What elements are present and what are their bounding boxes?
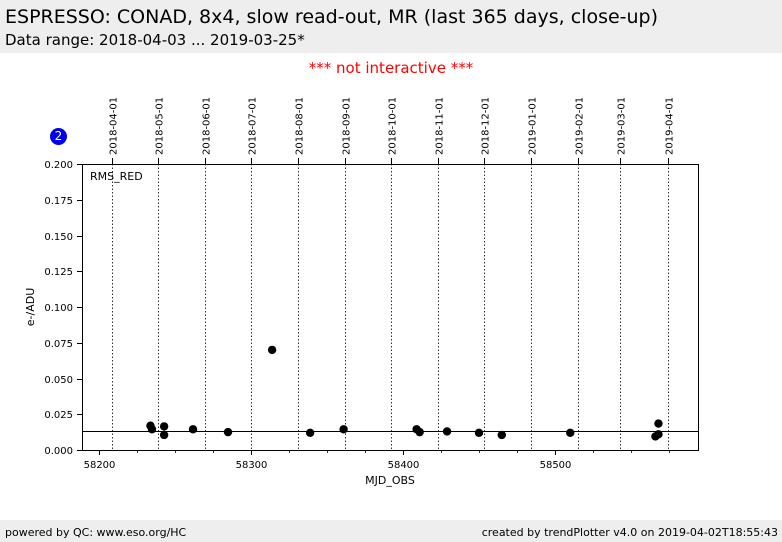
month-label: 2018-05-01 (155, 97, 166, 155)
y-tick-label: 0.125 (44, 267, 73, 278)
x-tick-label: 58400 (388, 460, 420, 471)
data-point (159, 422, 169, 431)
footer-credit: powered by QC: www.eso.org/HC (5, 526, 187, 539)
month-label: 2019-03-01 (617, 97, 628, 155)
month-label: 2019-01-01 (528, 97, 539, 155)
y-tick-label: 0.050 (44, 375, 73, 386)
data-points (146, 345, 663, 441)
month-label: 2018-06-01 (202, 97, 213, 155)
panel-label: RMS_RED (90, 170, 143, 183)
month-label: 2018-07-01 (248, 97, 259, 155)
data-point (415, 427, 424, 437)
month-label: 2018-09-01 (342, 97, 353, 155)
data-point (267, 345, 277, 355)
not-interactive-notice: *** not interactive *** (308, 59, 474, 77)
y-tick-label: 0.025 (44, 410, 73, 421)
data-point (159, 430, 169, 440)
y-tick-label: 0.000 (44, 446, 73, 457)
trend-chart: 2018-04-01 2018-05-01 2018-06-01 2018-07-01… (24, 97, 699, 487)
month-label: 2018-11-01 (435, 97, 446, 155)
data-point (223, 427, 233, 437)
plot-frame (82, 164, 699, 451)
x-tick-label: 58500 (540, 460, 572, 471)
y-tick-label: 0.200 (44, 160, 73, 171)
month-label: 2019-04-01 (665, 97, 676, 155)
month-label: 2018-08-01 (295, 97, 306, 155)
y-tick-label: 0.175 (44, 196, 73, 207)
month-label: 2019-02-01 (575, 97, 586, 155)
page-title: ESPRESSO: CONAD, 8x4, slow read-out, MR … (5, 6, 659, 28)
footer-bar: powered by QC: www.eso.org/HC created by… (0, 520, 782, 542)
month-label: 2018-10-01 (388, 97, 399, 155)
x-axis-title: MJD_OBS (365, 474, 415, 487)
month-label: 2018-12-01 (481, 97, 492, 155)
data-point (305, 428, 315, 438)
header-bar: ESPRESSO: CONAD, 8x4, slow read-out, MR … (0, 0, 782, 53)
axes: 58200 58300 58400 58500 0.000 0.025 0.050 0.075… (44, 160, 670, 471)
plot-number-badge: 2 (50, 128, 67, 145)
data-point (654, 419, 663, 428)
data-point (654, 430, 663, 439)
footer-generator: created by trendPlotter v4.0 on 2019-04-… (481, 526, 778, 539)
month-labels: 2018-04-01 2018-05-01 2018-06-01 2018-07-01… (109, 97, 676, 155)
y-tick-label: 0.100 (44, 303, 73, 314)
data-point (497, 430, 506, 440)
y-tick-label: 0.075 (44, 339, 73, 350)
month-label: 2018-04-01 (109, 97, 120, 155)
data-point (147, 425, 157, 434)
y-axis-title: e-/ADU (24, 288, 37, 327)
data-point (474, 428, 484, 438)
y-tick-label: 0.150 (44, 232, 73, 243)
month-gridlines (112, 158, 669, 450)
data-point (188, 425, 198, 434)
x-tick-label: 58300 (236, 460, 268, 471)
data-point (339, 425, 348, 434)
x-tick-label: 58200 (84, 460, 116, 471)
data-point (442, 427, 452, 436)
data-point (566, 428, 575, 438)
data-range-subtitle: Data range: 2018-04-03 ... 2019-03-25* (5, 31, 305, 49)
